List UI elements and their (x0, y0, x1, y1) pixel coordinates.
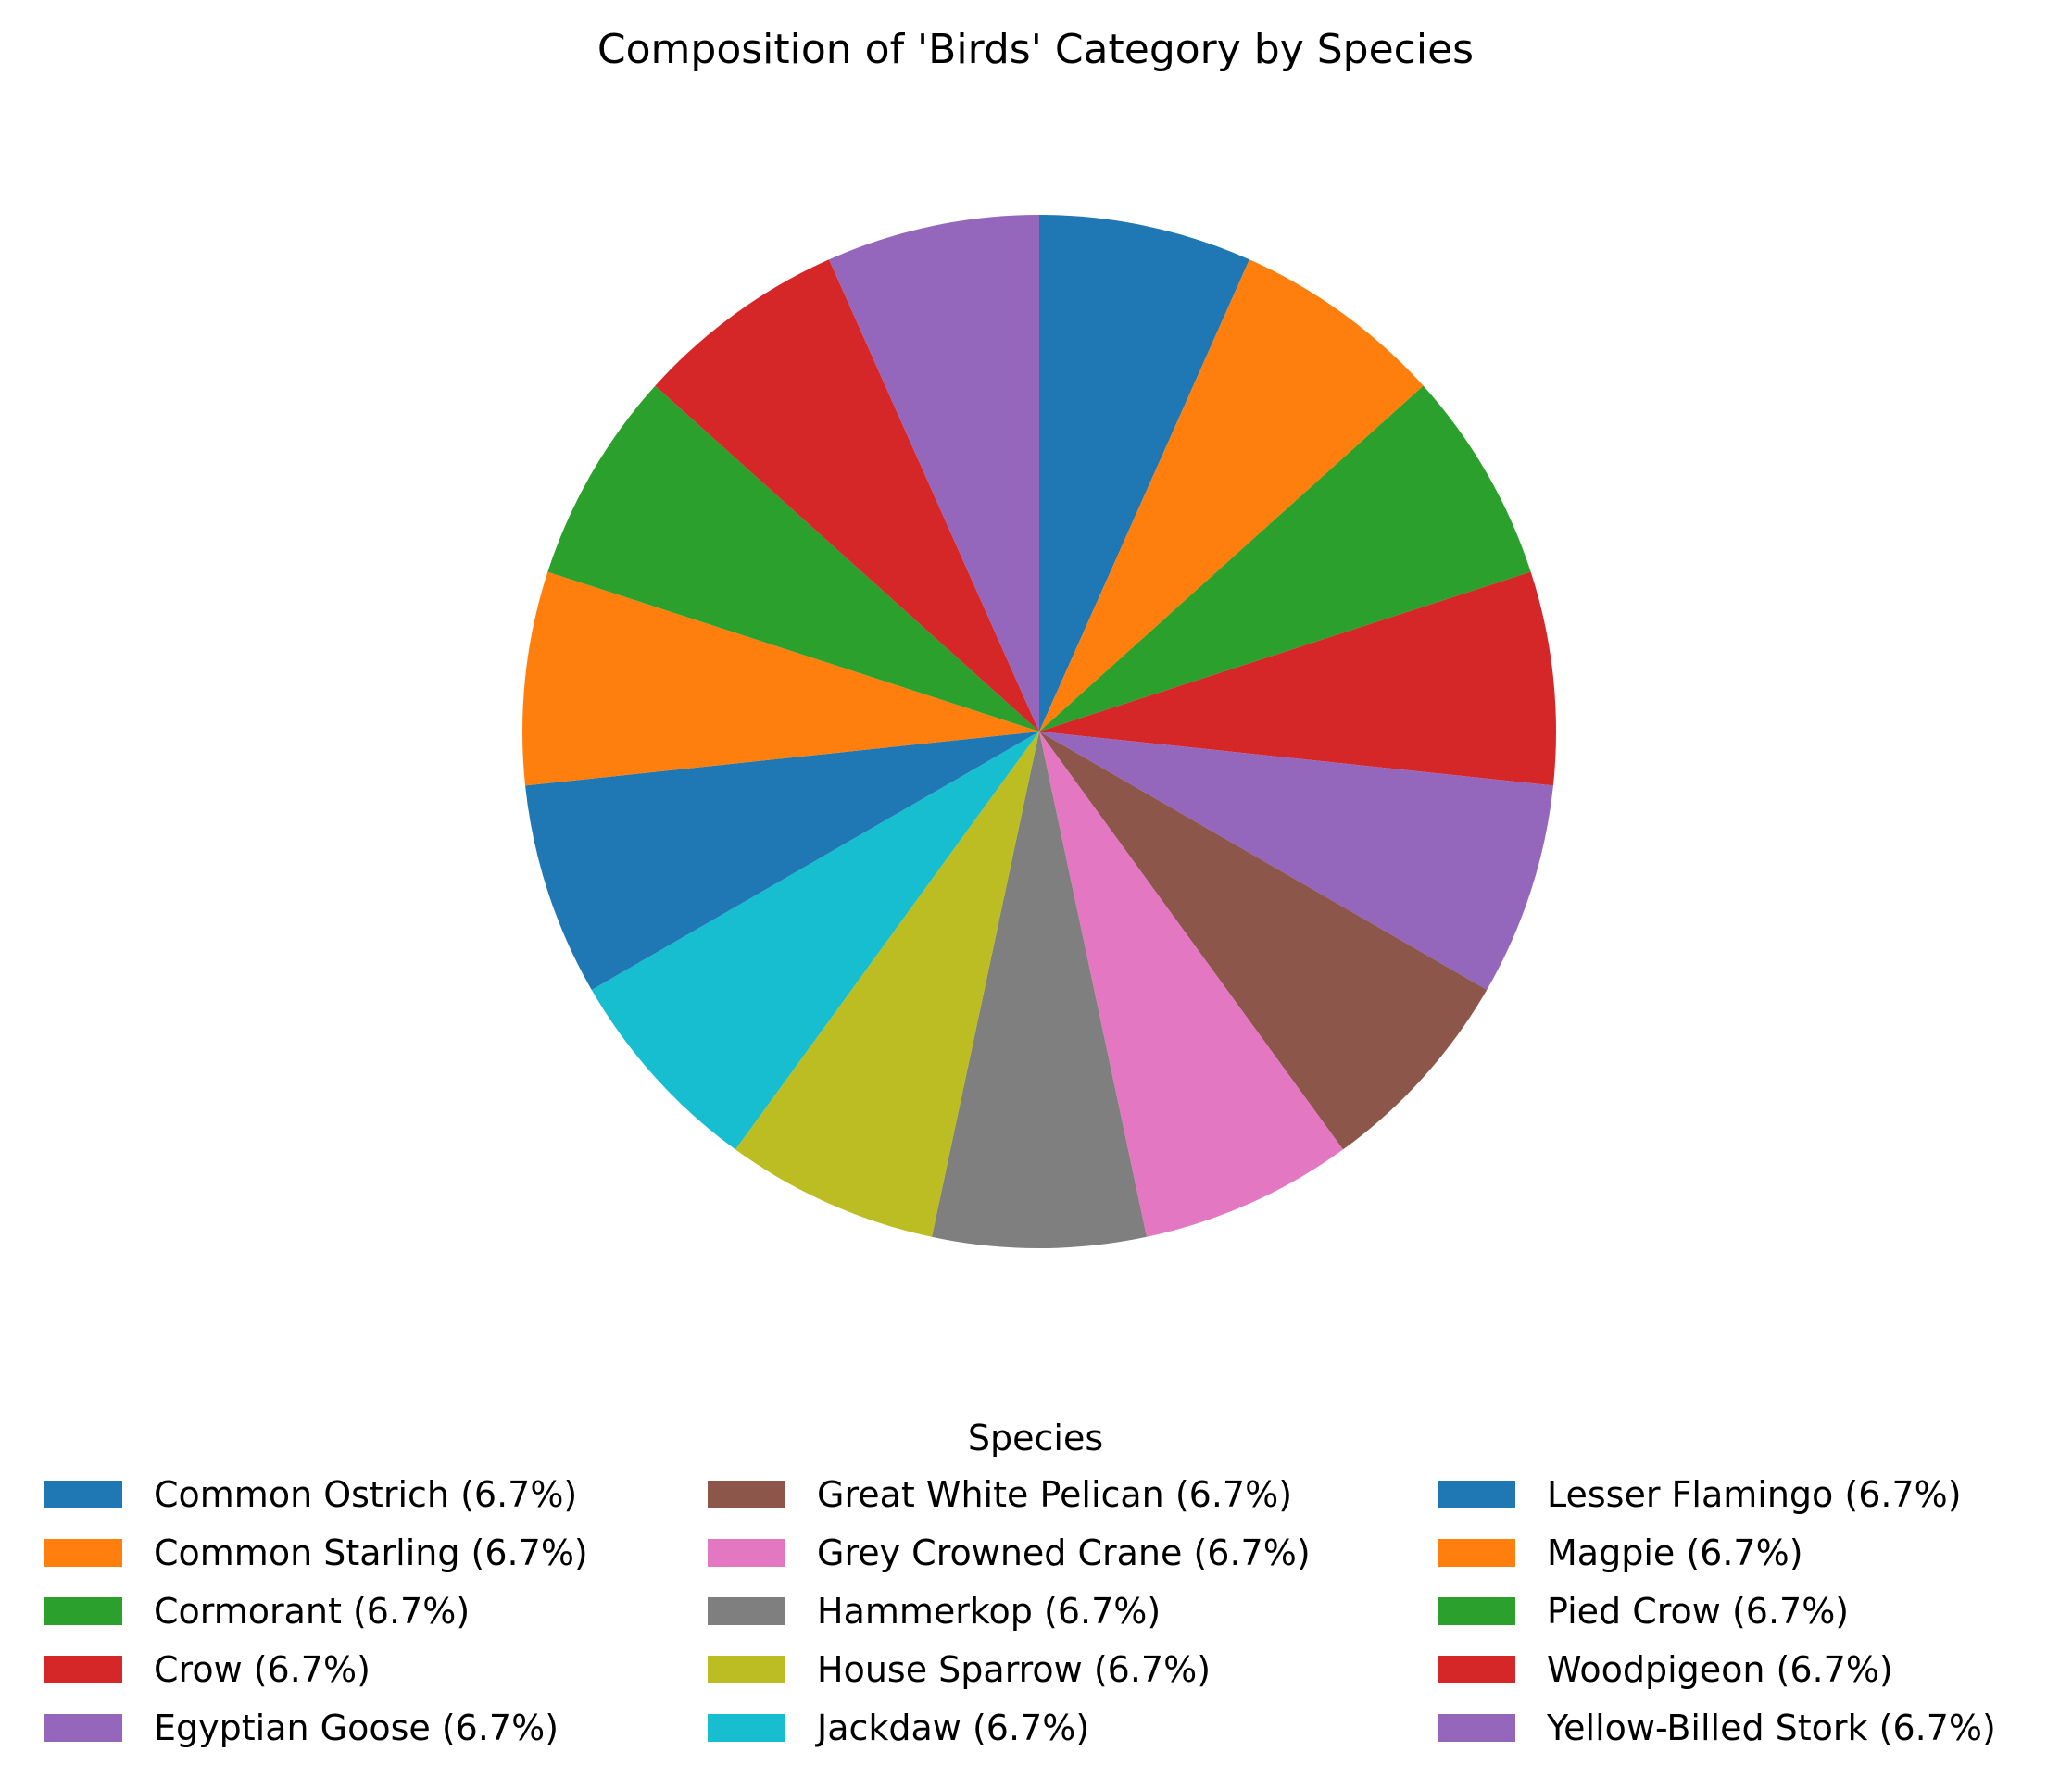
pie-slice-yellow-billed-stork (829, 215, 1039, 732)
pie-slice-hammerkop (931, 732, 1148, 1249)
legend-swatch-crow (44, 1656, 122, 1683)
pie-slice-cormorant (1039, 385, 1531, 732)
pie-slice-magpie (522, 571, 1039, 786)
legend-label-egyptian-goose: Egyptian Goose (6.7%) (154, 1708, 559, 1748)
legend-swatch-magpie (1438, 1539, 1515, 1567)
legend-swatch-yellow-billed-stork (1438, 1714, 1515, 1742)
legend-swatch-house-sparrow (708, 1656, 785, 1683)
pie-slice-lesser-flamingo (525, 732, 1039, 990)
legend-label-common-starling: Common Starling (6.7%) (154, 1533, 588, 1573)
legend-swatch-common-ostrich (44, 1481, 122, 1508)
legend-label-grey-crowned-crane: Grey Crowned Crane (6.7%) (817, 1533, 1311, 1573)
legend-label-cormorant: Cormorant (6.7%) (154, 1591, 470, 1632)
legend-label-lesser-flamingo: Lesser Flamingo (6.7%) (1547, 1474, 1962, 1515)
pie-slice-common-starling (1039, 259, 1424, 732)
legend-swatch-lesser-flamingo (1438, 1481, 1515, 1508)
legend-label-great-white-pelican: Great White Pelican (6.7%) (817, 1474, 1292, 1515)
legend-label-house-sparrow: House Sparrow (6.7%) (817, 1649, 1211, 1690)
pie-slice-grey-crowned-crane (1039, 732, 1343, 1237)
legend-swatch-egyptian-goose (44, 1714, 122, 1742)
legend-swatch-common-starling (44, 1539, 122, 1567)
pie-slice-woodpigeon (655, 259, 1039, 732)
legend-swatch-grey-crowned-crane (708, 1539, 785, 1567)
pie-slice-crow (1039, 571, 1556, 786)
legend-label-crow: Crow (6.7%) (154, 1649, 370, 1690)
legend-swatch-cormorant (44, 1597, 122, 1625)
legend-items: Common Ostrich (6.7%) Common Starling (6.… (44, 1474, 1996, 1748)
legend-title: Species (968, 1418, 1103, 1458)
legend-label-hammerkop: Hammerkop (6.7%) (817, 1591, 1161, 1632)
legend-label-common-ostrich: Common Ostrich (6.7%) (154, 1474, 577, 1515)
legend-swatch-woodpigeon (1438, 1656, 1515, 1683)
legend: Species Common Ostrich (6.7%) Common Star… (44, 1418, 1996, 1748)
legend-swatch-great-white-pelican (708, 1481, 785, 1508)
legend-label-yellow-billed-stork: Yellow-Billed Stork (6.7%) (1546, 1708, 1996, 1748)
legend-label-woodpigeon: Woodpigeon (6.7%) (1547, 1649, 1893, 1690)
legend-swatch-hammerkop (708, 1597, 785, 1625)
legend-swatch-pied-crow (1438, 1597, 1515, 1625)
pie-slice-common-ostrich (1039, 215, 1249, 732)
legend-label-magpie: Magpie (6.7%) (1547, 1533, 1803, 1573)
pie-slice-jackdaw (591, 732, 1039, 1150)
legend-label-jackdaw: Jackdaw (6.7%) (815, 1708, 1089, 1748)
legend-swatch-jackdaw (708, 1714, 785, 1742)
pie-slices (522, 215, 1556, 1249)
pie-slice-pied-crow (547, 385, 1039, 732)
pie-slice-house-sparrow (735, 732, 1039, 1237)
legend-label-pied-crow: Pied Crow (6.7%) (1547, 1591, 1849, 1632)
chart-title: Composition of 'Birds' Category by Speci… (597, 26, 1474, 73)
pie-slice-egyptian-goose (1039, 732, 1553, 990)
pie-slice-great-white-pelican (1039, 732, 1488, 1150)
